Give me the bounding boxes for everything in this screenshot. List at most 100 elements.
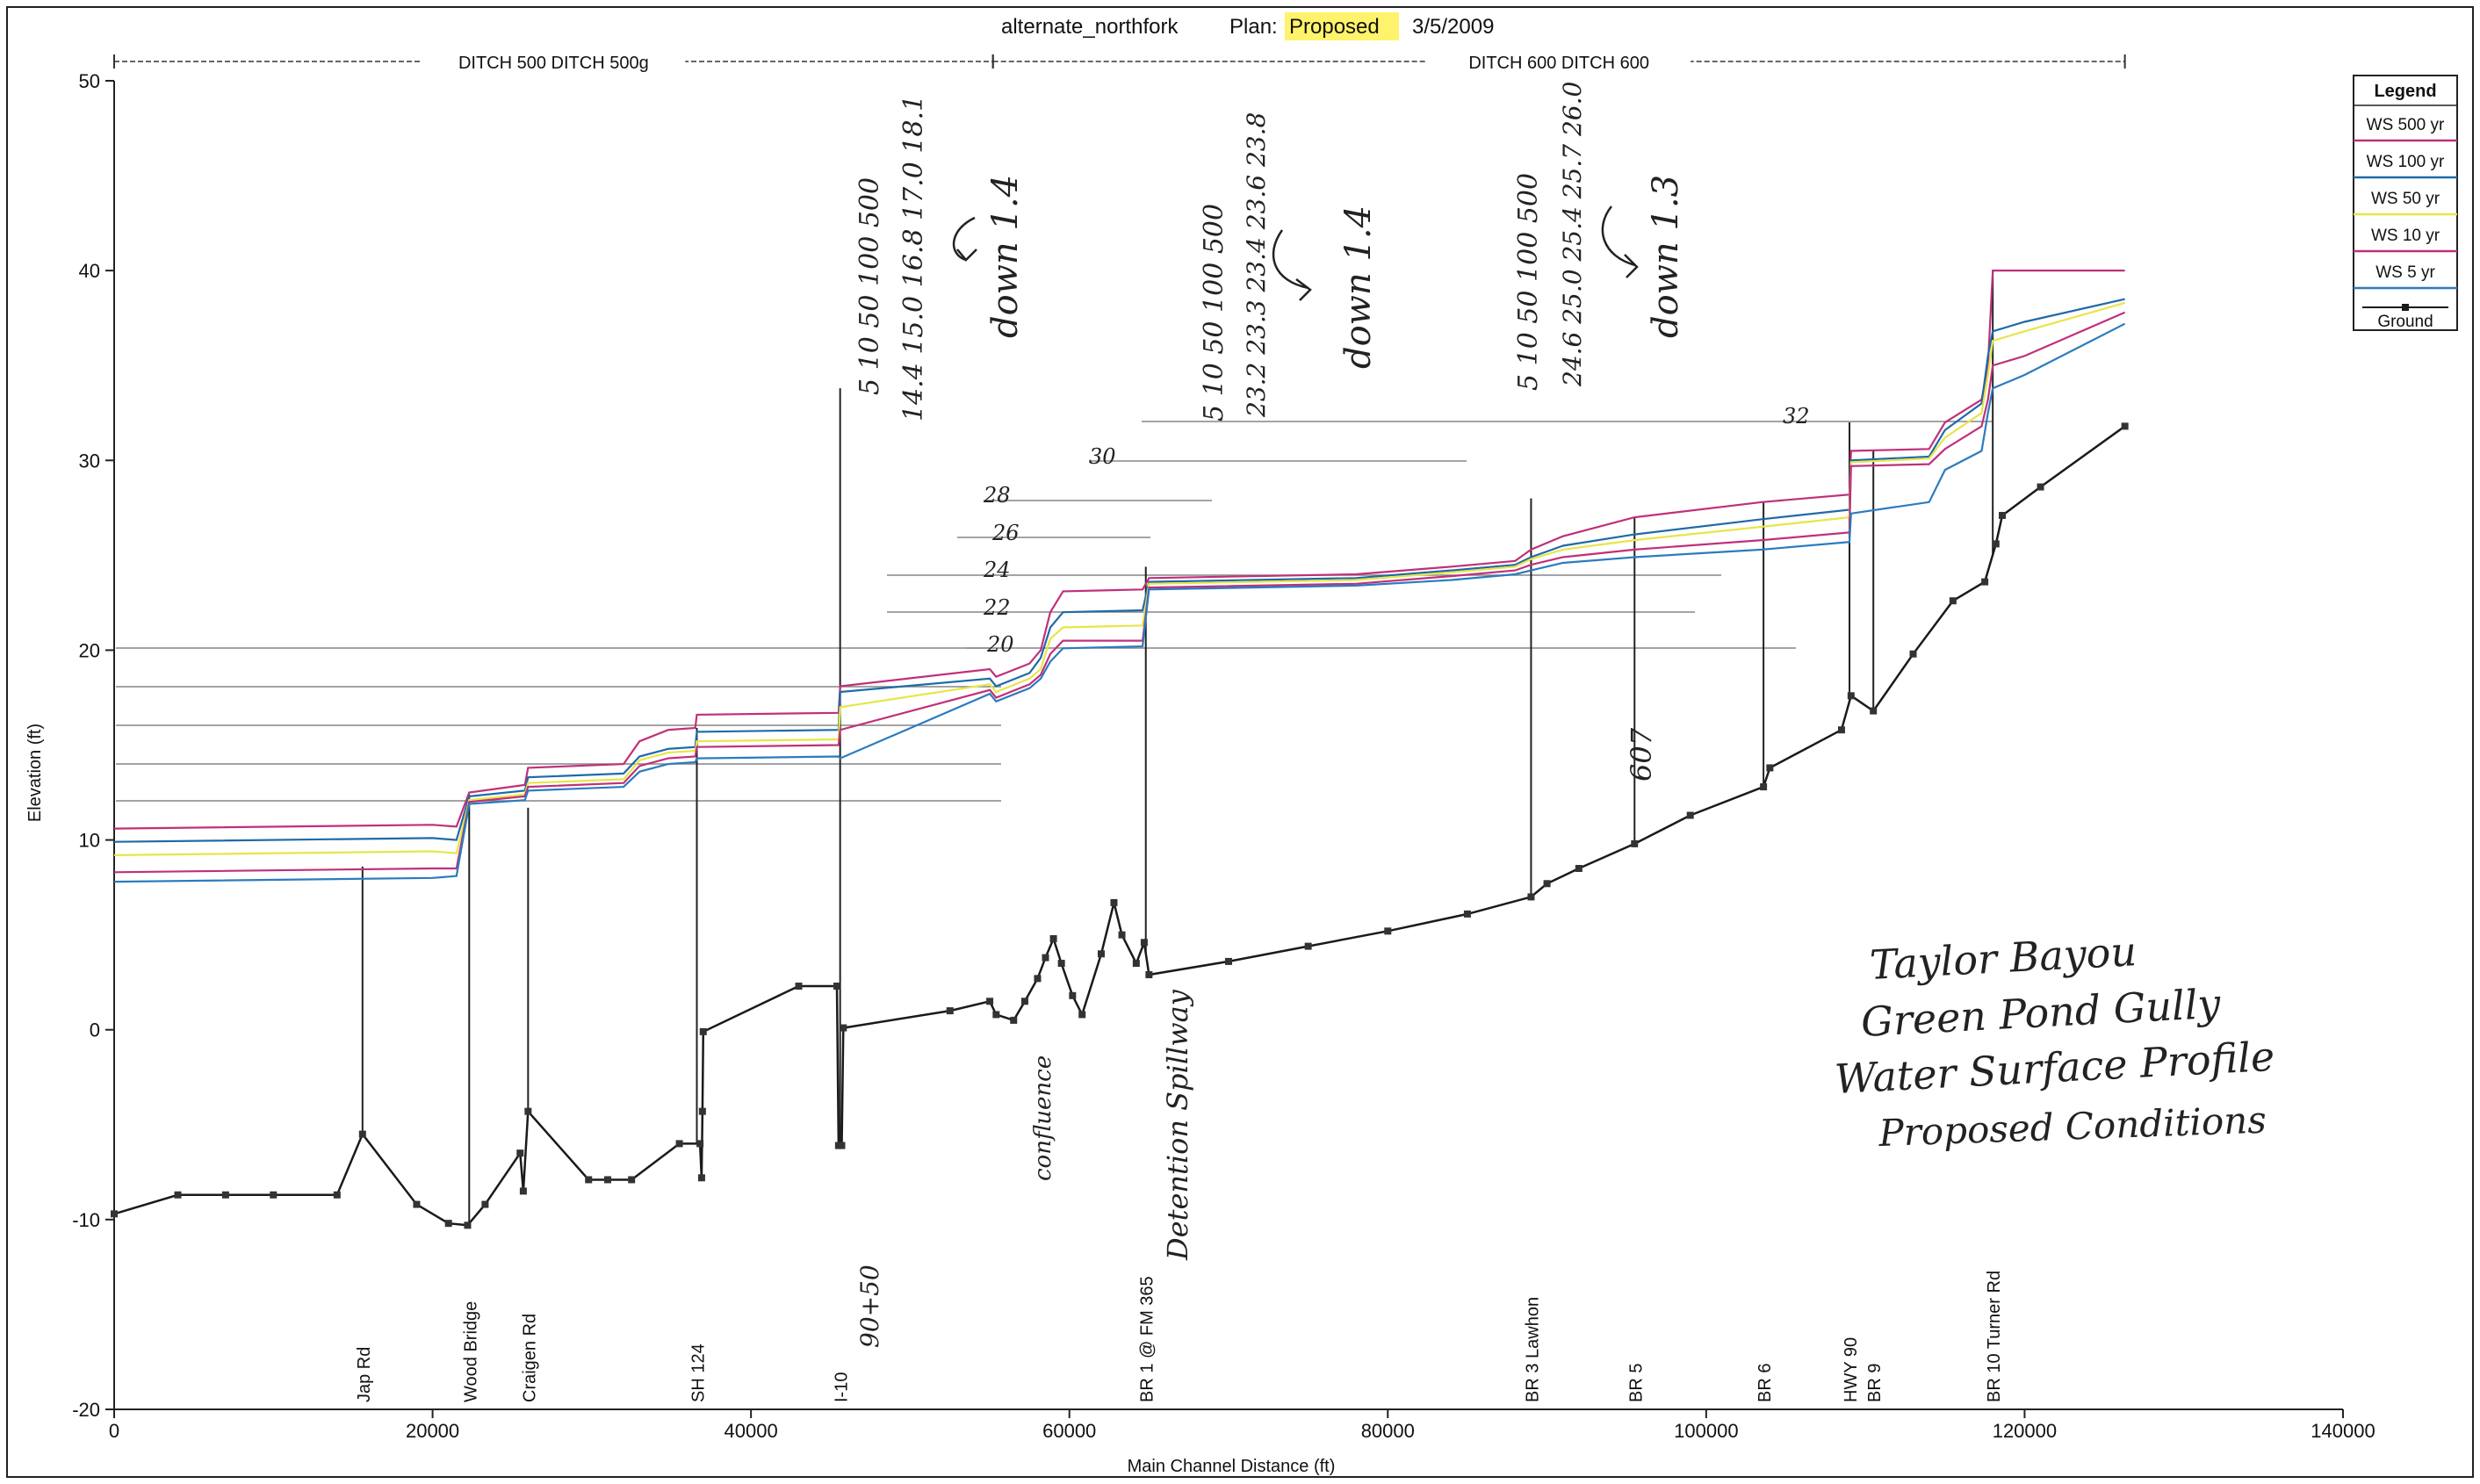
- ground-point: [1766, 764, 1774, 772]
- legend-entry-label: Ground: [2377, 313, 2433, 331]
- note-title-line-2: Green Pond Gully: [1860, 980, 2223, 1046]
- ground-point: [1304, 942, 1312, 950]
- ground-point: [516, 1149, 524, 1157]
- ground-point: [1543, 880, 1551, 888]
- ground-point: [1132, 960, 1140, 968]
- ground-point: [413, 1200, 421, 1208]
- ground-point: [1069, 991, 1077, 999]
- level-mark: 26: [991, 521, 1020, 545]
- structure-label: Jap Rd: [355, 1347, 374, 1402]
- structures: Jap Rd Wood Bridge Craigen Rd SH 124 I-10 BR …: [355, 270, 2004, 1402]
- ground-point: [444, 1220, 452, 1228]
- ground-point: [1010, 1016, 1018, 1024]
- ground-point: [1057, 960, 1065, 968]
- ground-point: [1042, 954, 1049, 962]
- x-tick-label: 120000: [1993, 1420, 2057, 1442]
- legend-entry-label: WS 50 yr: [2371, 190, 2440, 208]
- level-mark: 22: [983, 595, 1011, 620]
- note-table2-values: 23.2 23.3 23.4 23.6 23.8: [1242, 112, 1271, 418]
- structure-label: Craigen Rd: [520, 1314, 539, 1402]
- ground-point: [795, 983, 803, 991]
- ground-point: [840, 1024, 847, 1032]
- note-arrow: [1272, 229, 1312, 301]
- legend: Legend WS 500 yr WS 100 yr WS 50 yr WS 10 y…: [2353, 75, 2458, 331]
- note-title-line-4: Proposed Conditions: [1878, 1099, 2267, 1155]
- ground-point: [1760, 783, 1768, 791]
- reach-label-bg: [1427, 47, 1691, 74]
- handwritten-notes: 5 10 50 100 500 14.4 15.0 16.8 17.0 18.1…: [854, 82, 2275, 1348]
- guide-lines: [116, 421, 1993, 802]
- ground-point: [603, 1176, 611, 1184]
- y-tick-label: 0: [90, 1019, 100, 1041]
- series-lines: [111, 270, 2129, 1229]
- ground-point: [1140, 939, 1148, 947]
- ground-point: [946, 1007, 954, 1015]
- reach-label: DITCH 500 DITCH 500g: [458, 54, 649, 73]
- note-table3-values: 24.6 25.0 25.4 25.7 26.0: [1558, 82, 1587, 387]
- ground-point: [1847, 692, 1855, 700]
- ground-point: [1384, 927, 1392, 935]
- plan-label: Plan:: [1229, 15, 1278, 39]
- ground-point: [1686, 811, 1694, 819]
- ground-point: [675, 1140, 683, 1148]
- x-axis-label: Main Channel Distance (ft): [1128, 1457, 1336, 1476]
- structure-label: BR 1 @ FM 365: [1138, 1276, 1157, 1402]
- reach-label-bg: [422, 47, 686, 74]
- series-line-ground: [113, 425, 2126, 1227]
- series-line-ws-10-yr: [113, 311, 2126, 874]
- ground-point: [986, 998, 994, 1005]
- ground-point: [1999, 511, 2007, 519]
- y-axis-label: Elevation (ft): [25, 724, 45, 822]
- ground-point: [1870, 707, 1878, 715]
- legend-title: Legend: [2374, 82, 2436, 101]
- note-table1-values: 14.4 15.0 16.8 17.0 18.1: [898, 95, 929, 421]
- ground-point: [585, 1176, 593, 1184]
- y-tick-label: 10: [79, 830, 100, 852]
- ground-point: [1145, 971, 1153, 979]
- legend-swatch-marker: [2402, 304, 2409, 311]
- ground-point: [1097, 950, 1105, 958]
- ground-point: [464, 1221, 472, 1229]
- level-mark: 32: [1783, 404, 1810, 429]
- level-marks: 32 30 28 26 24 22 20: [983, 404, 1810, 657]
- note-spillway: Detention Spillway: [1161, 989, 1194, 1261]
- ground-point: [519, 1187, 527, 1195]
- ground-point: [221, 1191, 229, 1199]
- ground-point: [696, 1140, 704, 1148]
- series-line-ws-500-yr: [113, 270, 2125, 830]
- plan-value-highlight: [1285, 12, 1399, 40]
- note-title-line-1: Taylor Bayou: [1869, 927, 2138, 989]
- plan-value: Proposed: [1289, 15, 1380, 39]
- axes: -20 -10 0 10 20 30 40 50 0 20000 40000 60000 80000 10…: [72, 70, 2375, 1442]
- ground-point: [698, 1107, 706, 1115]
- note-table1-header: 5 10 50 100 500: [854, 177, 885, 395]
- legend-entry-label: WS 100 yr: [2367, 153, 2445, 171]
- level-mark: 30: [1089, 444, 1116, 469]
- note-table1-down: down 1.4: [985, 175, 1026, 338]
- ground-point: [333, 1191, 341, 1199]
- plan-name: alternate_northfork: [1001, 15, 1179, 39]
- legend-entry-label: WS 500 yr: [2367, 116, 2445, 134]
- ground-point: [1909, 650, 1917, 658]
- ground-point: [699, 1027, 707, 1035]
- note-arrow: [952, 216, 977, 262]
- x-tick-label: 40000: [725, 1420, 778, 1442]
- note-table2-header: 5 10 50 100 500: [1199, 204, 1229, 421]
- ground-point: [524, 1107, 532, 1115]
- ground-point: [358, 1130, 366, 1138]
- series-line-ws-100-yr: [113, 298, 2125, 843]
- ground-point: [833, 983, 841, 991]
- level-mark: 28: [983, 483, 1011, 508]
- note-arrow: [1601, 205, 1639, 278]
- y-tick-label: -20: [72, 1399, 100, 1421]
- legend-entry-label: WS 10 yr: [2371, 227, 2440, 245]
- reach-label: DITCH 600 DITCH 600: [1468, 54, 1649, 73]
- ground-point: [1118, 931, 1126, 939]
- structure-label: BR 10 Turner Rd: [1985, 1271, 2004, 1402]
- structure-label: Wood Bridge: [461, 1301, 480, 1402]
- structure-label: BR 5: [1626, 1364, 1646, 1402]
- note-confluence: confluence: [1030, 1055, 1056, 1181]
- ground-point: [1575, 864, 1582, 872]
- ground-point: [174, 1191, 182, 1199]
- x-tick-label: 140000: [2311, 1420, 2375, 1442]
